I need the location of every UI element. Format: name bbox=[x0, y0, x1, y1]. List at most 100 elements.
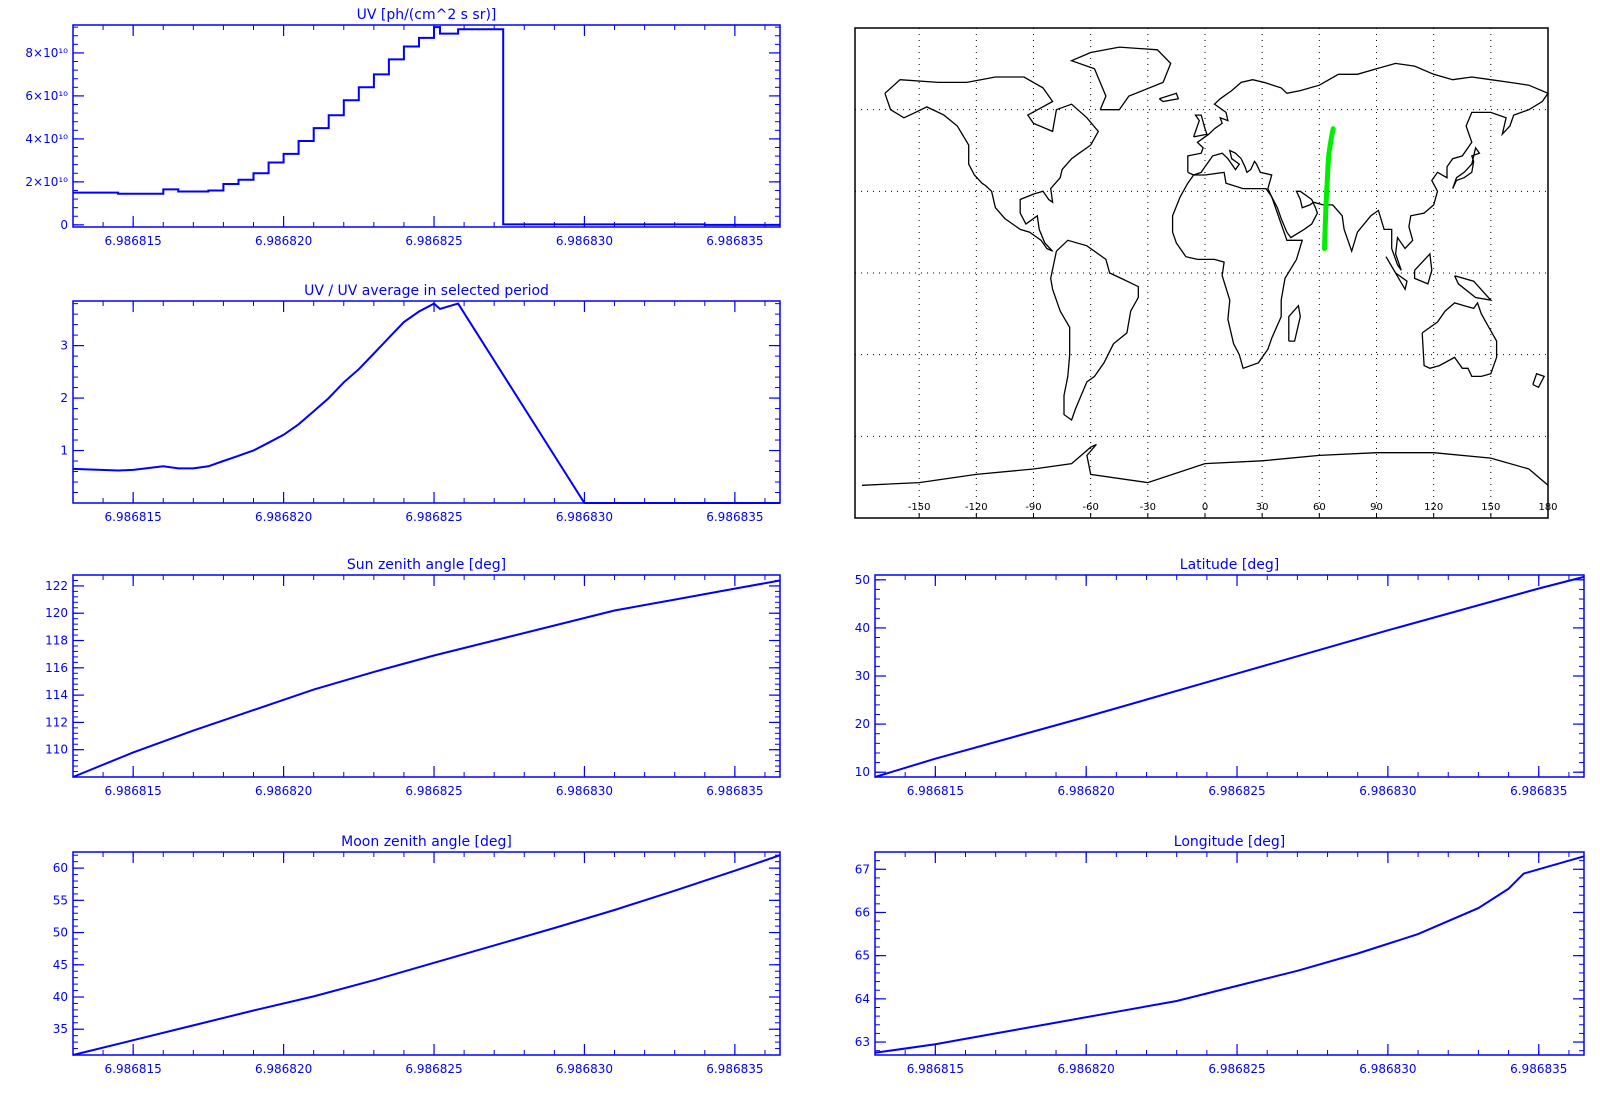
uv-frame bbox=[72, 24, 781, 228]
sun-y-tick-label: 110 bbox=[45, 743, 68, 757]
ratio-x-tick-label: 6.986825 bbox=[405, 510, 462, 524]
lat-x-tick-label: 6.986825 bbox=[1208, 784, 1265, 798]
map-coastline bbox=[1288, 304, 1301, 342]
sun-y-tick-label: 116 bbox=[45, 661, 68, 675]
sun-y-tick-label: 114 bbox=[45, 688, 68, 702]
moon-series-line bbox=[72, 854, 781, 1056]
ground-track bbox=[1326, 126, 1336, 153]
sun-y-tick-label: 112 bbox=[45, 715, 68, 729]
lon-frame bbox=[874, 851, 1585, 1056]
lon-y-tick-label: 65 bbox=[855, 949, 870, 963]
ratio-y-tick-label: 1 bbox=[60, 444, 68, 458]
lon-series-line bbox=[874, 855, 1585, 1054]
uv-x-tick-label: 6.986820 bbox=[255, 234, 312, 248]
lon-y-tick-label: 67 bbox=[855, 862, 870, 876]
map-lon-tick-label: 180 bbox=[1538, 502, 1557, 513]
uv-y-tick-label: 2×10¹⁰ bbox=[25, 175, 68, 189]
map-lon-tick-label: 90 bbox=[1370, 502, 1383, 513]
ratio-x-tick-label: 6.986830 bbox=[556, 510, 613, 524]
moon-y-tick-label: 40 bbox=[53, 990, 68, 1004]
uv-title: UV [ph/(cm^2 s sr)] bbox=[357, 7, 497, 23]
moon-x-tick-label: 6.986825 bbox=[405, 1062, 462, 1076]
map-coastline bbox=[1421, 301, 1498, 378]
map-lon-tick-label: -120 bbox=[965, 502, 988, 513]
lon-x-tick-label: 6.986825 bbox=[1208, 1062, 1265, 1076]
sun-y-tick-label: 122 bbox=[45, 579, 68, 593]
lat-y-tick-label: 50 bbox=[855, 573, 870, 587]
ratio-y-tick-label: 3 bbox=[60, 339, 68, 353]
ratio-y-tick-label: 2 bbox=[60, 391, 68, 405]
map-coastline bbox=[1413, 252, 1433, 285]
map-coastline bbox=[861, 443, 1549, 486]
ratio-frame bbox=[72, 300, 781, 504]
lat-title: Latitude [deg] bbox=[1180, 557, 1279, 573]
ground-track bbox=[1322, 150, 1332, 251]
map-lon-tick-label: -60 bbox=[1082, 502, 1098, 513]
sun-x-tick-label: 6.986835 bbox=[706, 784, 763, 798]
map-lon-tick-label: -30 bbox=[1140, 502, 1156, 513]
ratio-series-line bbox=[72, 302, 780, 504]
moon-x-tick-label: 6.986830 bbox=[556, 1062, 613, 1076]
moon-y-tick-label: 55 bbox=[53, 893, 68, 907]
moon-y-tick-label: 45 bbox=[53, 958, 68, 972]
uv-y-tick-label: 4×10¹⁰ bbox=[25, 132, 68, 146]
lat-x-tick-label: 6.986835 bbox=[1510, 784, 1567, 798]
ratio-x-tick-label: 6.986820 bbox=[255, 510, 312, 524]
map-coastline bbox=[1385, 256, 1408, 292]
map-lon-tick-label: 120 bbox=[1424, 502, 1443, 513]
moon-x-tick-label: 6.986815 bbox=[105, 1062, 162, 1076]
map-coastline bbox=[1069, 46, 1172, 111]
map-coastline bbox=[884, 76, 1100, 252]
moon-zenith-panel: Moon zenith angle [deg] 6.986815 6.986820 6… bbox=[53, 834, 781, 1076]
map-coastline bbox=[1171, 171, 1304, 370]
uv-y-tick-label: 8×10¹⁰ bbox=[25, 46, 68, 60]
lat-x-tick-label: 6.986820 bbox=[1058, 784, 1115, 798]
map-coastline bbox=[1454, 275, 1493, 302]
map-lon-tick-label: 60 bbox=[1313, 502, 1326, 513]
lat-y-tick-label: 20 bbox=[855, 717, 870, 731]
sun-x-tick-label: 6.986820 bbox=[255, 784, 312, 798]
lat-series-line bbox=[874, 575, 1585, 778]
uv-ratio-panel: UV / UV average in selected period 6.9868… bbox=[60, 283, 781, 524]
uv-panel: UV [ph/(cm^2 s sr)] 6.986815 6.986820 6.986… bbox=[25, 7, 781, 248]
moon-y-tick-label: 60 bbox=[53, 861, 68, 875]
ratio-title: UV / UV average in selected period bbox=[304, 283, 549, 299]
map-frame bbox=[854, 27, 1549, 519]
map-lon-tick-label: 30 bbox=[1256, 502, 1269, 513]
world-map-panel: -150 -120 -90 -60 -30 0 30 60 90 120 150 180 bbox=[854, 27, 1558, 519]
lat-y-tick-label: 30 bbox=[855, 669, 870, 683]
lon-x-tick-label: 6.986835 bbox=[1510, 1062, 1567, 1076]
lat-y-tick-label: 40 bbox=[855, 621, 870, 635]
lat-x-tick-label: 6.986830 bbox=[1359, 784, 1416, 798]
map-coastline bbox=[1192, 114, 1208, 138]
ratio-x-tick-label: 6.986835 bbox=[706, 510, 763, 524]
uv-series-line bbox=[73, 26, 780, 226]
sun-series-line bbox=[72, 579, 781, 778]
moon-frame bbox=[72, 851, 781, 1056]
map-coastline bbox=[1050, 239, 1139, 422]
uv-y-tick-label: 0 bbox=[60, 218, 68, 232]
map-lon-tick-label: -150 bbox=[908, 502, 931, 513]
map-lon-tick-label: 150 bbox=[1481, 502, 1500, 513]
sun-frame bbox=[72, 574, 781, 778]
sun-y-tick-label: 120 bbox=[45, 606, 68, 620]
uv-x-tick-label: 6.986825 bbox=[405, 234, 462, 248]
sun-title: Sun zenith angle [deg] bbox=[347, 557, 506, 573]
map-lon-tick-label: -90 bbox=[1025, 502, 1041, 513]
sun-zenith-panel: Sun zenith angle [deg] 6.986815 6.986820 6.… bbox=[45, 557, 781, 798]
lon-y-tick-label: 66 bbox=[855, 905, 870, 919]
moon-x-tick-label: 6.986835 bbox=[706, 1062, 763, 1076]
moon-x-tick-label: 6.986820 bbox=[255, 1062, 312, 1076]
sun-x-tick-label: 6.986815 bbox=[105, 784, 162, 798]
map-coastline bbox=[1532, 372, 1546, 389]
map-lon-tick-label: 0 bbox=[1202, 502, 1208, 513]
sun-x-tick-label: 6.986825 bbox=[405, 784, 462, 798]
lon-title: Longitude [deg] bbox=[1174, 834, 1285, 850]
uv-x-tick-label: 6.986835 bbox=[706, 234, 763, 248]
latitude-panel: Latitude [deg] 6.986815 6.986820 6.986825 6.… bbox=[855, 557, 1585, 798]
map-coastline bbox=[1158, 92, 1180, 103]
lat-y-tick-label: 10 bbox=[855, 765, 870, 779]
lat-x-tick-label: 6.986815 bbox=[907, 784, 964, 798]
moon-y-tick-label: 50 bbox=[53, 926, 68, 940]
